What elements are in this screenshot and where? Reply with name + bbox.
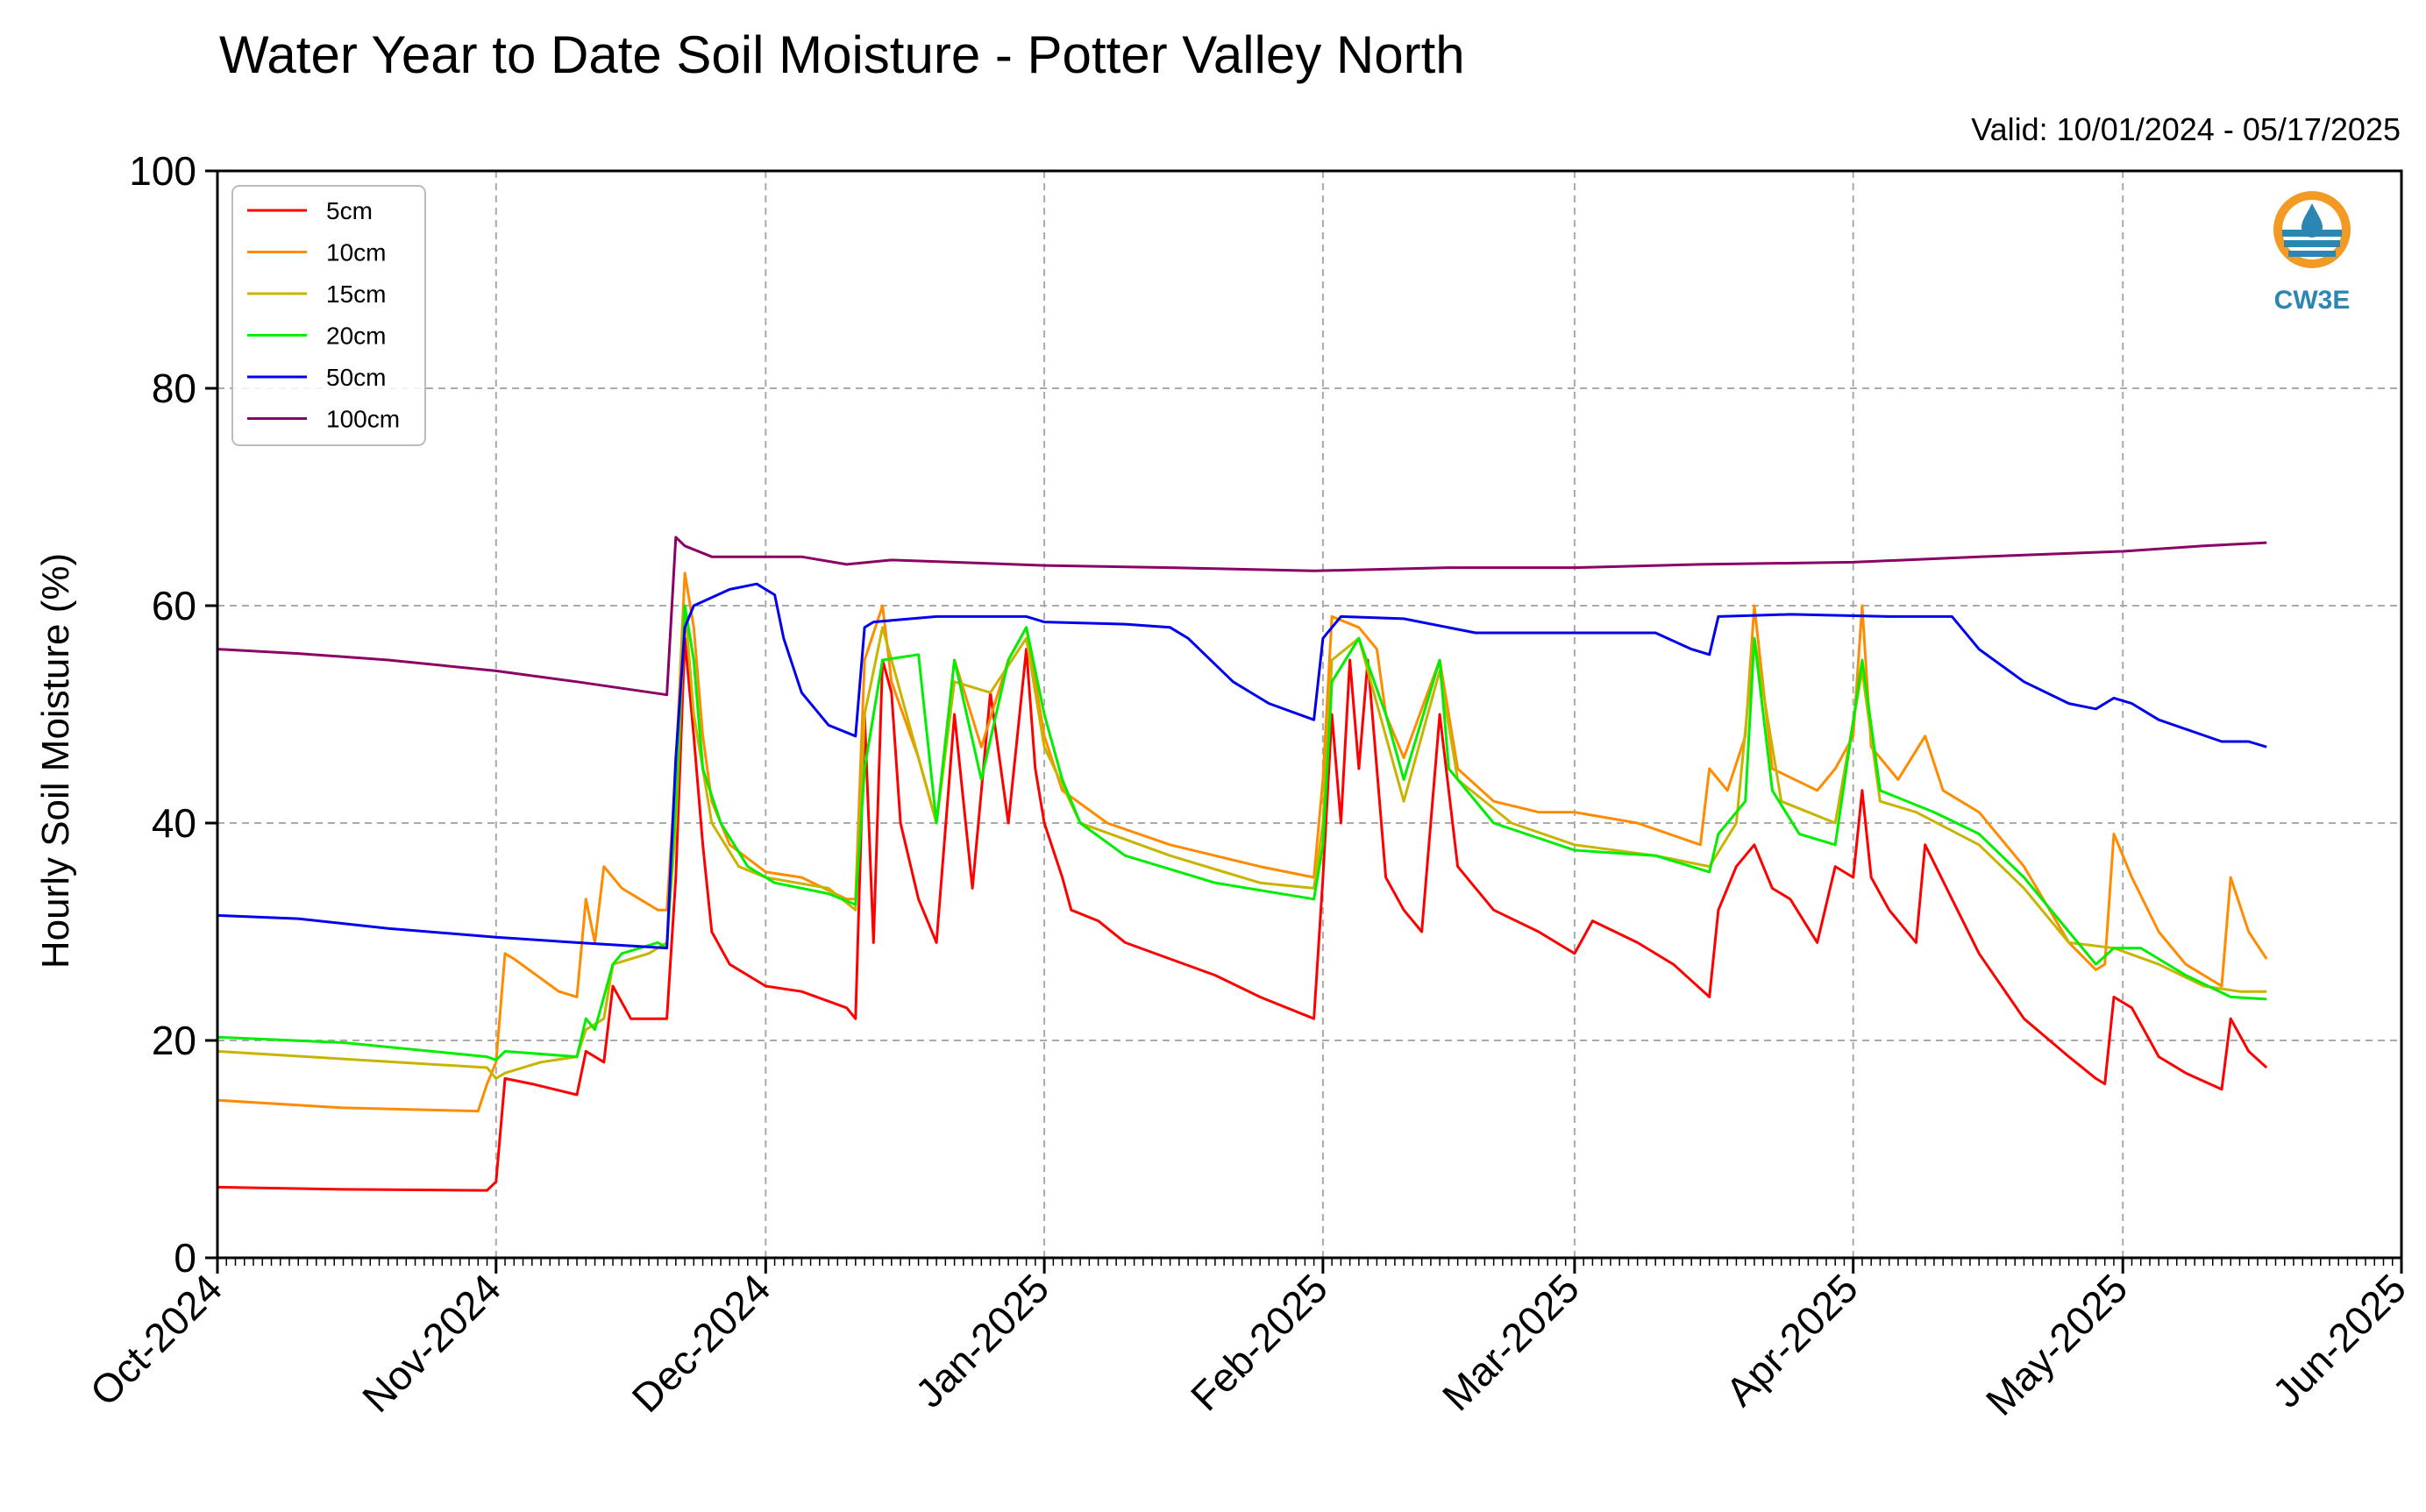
legend-label-20cm: 20cm — [326, 323, 386, 350]
chart-subtitle: Valid: 10/01/2024 - 05/17/2025 — [1971, 111, 2401, 147]
x-tick-label: Apr-2025 — [1717, 1265, 1867, 1415]
water-drop-icon — [2301, 203, 2323, 238]
x-tick-label: Dec-2024 — [623, 1265, 779, 1421]
grid-lines — [217, 171, 2401, 1258]
logo-water-band-3 — [2288, 251, 2336, 257]
legend: 5cm 10cm 15cm 20cm 50cm 100cm — [231, 185, 426, 446]
series-line-10cm — [217, 571, 2268, 1113]
legend-label-15cm: 15cm — [326, 280, 386, 308]
series-line-20cm — [217, 604, 2267, 1061]
chart-title: Water Year to Date Soil Moisture - Potte… — [219, 25, 1465, 84]
series-line-5cm — [217, 636, 2268, 1192]
cw3e-logo: CW3E — [2273, 191, 2351, 315]
plot-frame — [216, 169, 2403, 1260]
y-tick-label: 80 — [152, 366, 196, 411]
x-tick-label: Jan-2025 — [907, 1265, 1057, 1416]
y-tick-label: 40 — [152, 800, 196, 846]
minor-ticks — [217, 1258, 2402, 1266]
logo-water-band-2 — [2284, 240, 2340, 247]
legend-label-100cm: 100cm — [326, 406, 400, 433]
y-tick-label: 100 — [129, 148, 196, 194]
series-lines — [217, 536, 2268, 1192]
x-tick-label: Feb-2025 — [1182, 1265, 1336, 1419]
y-tick-label: 20 — [152, 1018, 196, 1063]
logo-text: CW3E — [2274, 286, 2351, 315]
x-tick-label: Mar-2025 — [1434, 1265, 1588, 1419]
series-line-100cm — [217, 536, 2267, 697]
legend-label-5cm: 5cm — [326, 197, 373, 224]
y-tick-label: 0 — [174, 1235, 196, 1281]
x-tick-label: Nov-2024 — [353, 1265, 509, 1421]
y-tick-label: 60 — [152, 583, 196, 628]
legend-label-10cm: 10cm — [326, 239, 386, 266]
x-tick-label: Jun-2025 — [2264, 1265, 2415, 1416]
x-tick-label: Oct-2024 — [82, 1265, 231, 1415]
y-axis-label: Hourly Soil Moisture (%) — [34, 553, 77, 969]
legend-label-50cm: 50cm — [326, 364, 386, 391]
series-line-15cm — [217, 604, 2267, 1080]
axis-ticks: 0 20 40 60 80 100 Oct-2024 Nov-2024 Dec-2024 Jan-… — [82, 148, 2415, 1424]
x-tick-label: May-2025 — [1977, 1265, 2136, 1423]
series-line-50cm — [217, 582, 2267, 950]
